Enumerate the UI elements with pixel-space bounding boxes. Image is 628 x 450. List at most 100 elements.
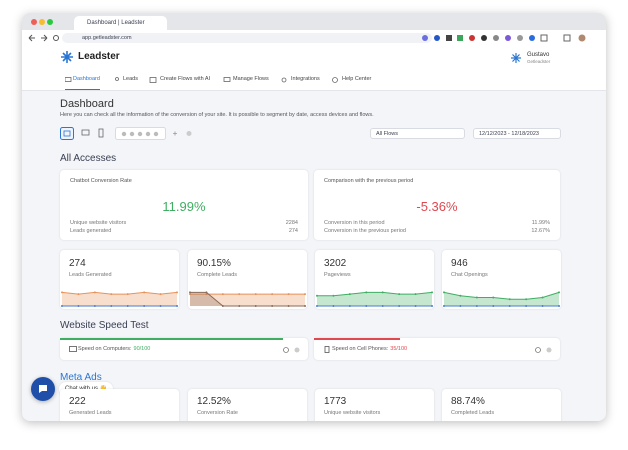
nav-item[interactable]: Dashboard [65, 70, 100, 90]
sparkline-point [205, 293, 208, 296]
sparkline-line [190, 291, 305, 307]
sparkline-point [143, 291, 146, 294]
metric-label: Unique website visitors [324, 410, 381, 416]
metric-label: Complete Leads [197, 272, 238, 278]
sparkline-point [77, 305, 80, 307]
meta-card: 12.52% Conversion Rate [188, 389, 307, 421]
sparkline-point [238, 293, 241, 296]
metric-label: Completed Leads [451, 410, 495, 416]
row-label: Conversion in the previous period [324, 228, 406, 234]
minimize-button[interactable] [39, 19, 45, 25]
sparkline-point [189, 291, 191, 294]
tab[interactable]: Dashboard | Leadster [74, 16, 167, 30]
metric-card: 946 Chat Openings [442, 250, 561, 309]
sparkline-point [558, 291, 560, 294]
sparkline-point [271, 293, 274, 296]
flow-filter-label: All Flows [376, 131, 399, 137]
section-title: Website Speed Test [60, 320, 149, 331]
nav-label: Create Flows with AI [160, 76, 211, 82]
sparkline-point [316, 294, 318, 297]
card-title: Comparison with the previous period [324, 178, 414, 184]
speed-icons [535, 347, 552, 353]
sparkline-point [443, 305, 445, 307]
url-field[interactable]: app.getleadster.com [62, 33, 432, 43]
meta-card: 88.74% Completed Leads [442, 389, 561, 421]
chat-button[interactable] [31, 377, 55, 401]
sparkline-point [61, 305, 63, 307]
sparkline [443, 291, 560, 307]
sparkline-point [414, 305, 417, 307]
user-name[interactable]: Gustavo [527, 52, 550, 58]
metric-label: Generated Leads [69, 410, 112, 416]
sparkline-point [508, 298, 511, 301]
sparkline-point [254, 305, 257, 307]
sparkline-point [348, 293, 351, 296]
maximize-button[interactable] [47, 19, 53, 25]
user-icon [511, 53, 521, 63]
nav-bar: Dashboard Leads Create Flows with AI Man… [22, 70, 606, 91]
sparkline-point [332, 305, 335, 307]
info-icon [294, 347, 300, 353]
page-subtitle: Here you can check all the information o… [60, 112, 374, 118]
sparkline-point [381, 305, 384, 307]
row-label: Conversion in this period [324, 220, 385, 226]
logo[interactable]: Leadster [78, 51, 120, 62]
metric-card: 3202 Pageviews [315, 250, 434, 309]
metric-label: Conversion Rate [197, 410, 238, 416]
sparkline-point [541, 296, 544, 299]
sparkline-point [126, 305, 129, 307]
sparkline-point [143, 305, 146, 307]
device-filters[interactable] [60, 127, 200, 141]
sparkline-point [176, 291, 178, 294]
comparison-value: -5.36% [416, 199, 458, 214]
sparkline-point [398, 305, 401, 307]
metric-label: Leads Generated [69, 272, 112, 278]
sparkline-point [475, 305, 478, 307]
nav-item[interactable]: Leads [115, 70, 138, 89]
row-value: 12.67% [531, 228, 550, 234]
sparkline-point [414, 293, 417, 296]
metric-value: 88.74% [451, 396, 485, 407]
nav-item[interactable]: Help Center [333, 70, 371, 89]
date-range: 12/12/2023 - 12/18/2023 [479, 131, 539, 137]
metric-card: 274 Leads Generated [60, 250, 179, 309]
sparkline-point [221, 293, 224, 296]
sparkline-area [62, 292, 177, 306]
sparkline-point [221, 305, 224, 307]
sparkline-point [304, 293, 306, 296]
conversion-rate: 11.99% [162, 199, 206, 214]
nav-item[interactable]: Manage Flows [224, 70, 269, 89]
speed-label: Speed on Computers: 90/100 [78, 346, 150, 352]
speed-label: Speed on Cell Phones: 35/100 [332, 346, 407, 352]
browser-window: Dashboard | Leadster app.getleadster.com… [22, 13, 606, 421]
speed-card: Speed on Cell Phones: 35/100 [314, 338, 560, 360]
speed-text: Speed on Computers: [78, 346, 132, 352]
chat-icon [39, 385, 47, 393]
nav-item[interactable]: Integrations [282, 70, 320, 89]
metric-card: 90.15% Complete Leads [188, 250, 307, 309]
speed-bar [60, 338, 284, 340]
row-label: Leads generated [70, 228, 112, 234]
speed-card: Speed on Computers: 90/100 [60, 338, 308, 360]
sparkline-point [304, 305, 306, 307]
nav-buttons[interactable] [27, 33, 59, 43]
sparkline-point [492, 296, 495, 299]
metric-value: 222 [69, 396, 86, 407]
tab-title: Dashboard | Leadster [87, 20, 145, 26]
close-button[interactable] [31, 19, 37, 25]
nav-item[interactable]: Create Flows with AI [150, 70, 210, 89]
flow-filter[interactable]: All Flows [370, 128, 465, 139]
sparkline-point [365, 291, 368, 294]
sparkline-point [431, 305, 433, 307]
sparkline-point [348, 305, 351, 307]
sparkline-area [317, 292, 432, 306]
logo-icon [61, 51, 73, 63]
sparkline-point [316, 305, 318, 307]
metric-value: 90.15% [197, 258, 231, 269]
sparkline-point [189, 293, 191, 296]
sparkline-line [61, 291, 178, 295]
metric-value: 274 [69, 258, 86, 269]
sparkline-point [525, 305, 528, 307]
date-filter[interactable]: 12/12/2023 - 12/18/2023 [473, 128, 561, 139]
nav-label: Integrations [291, 76, 320, 82]
